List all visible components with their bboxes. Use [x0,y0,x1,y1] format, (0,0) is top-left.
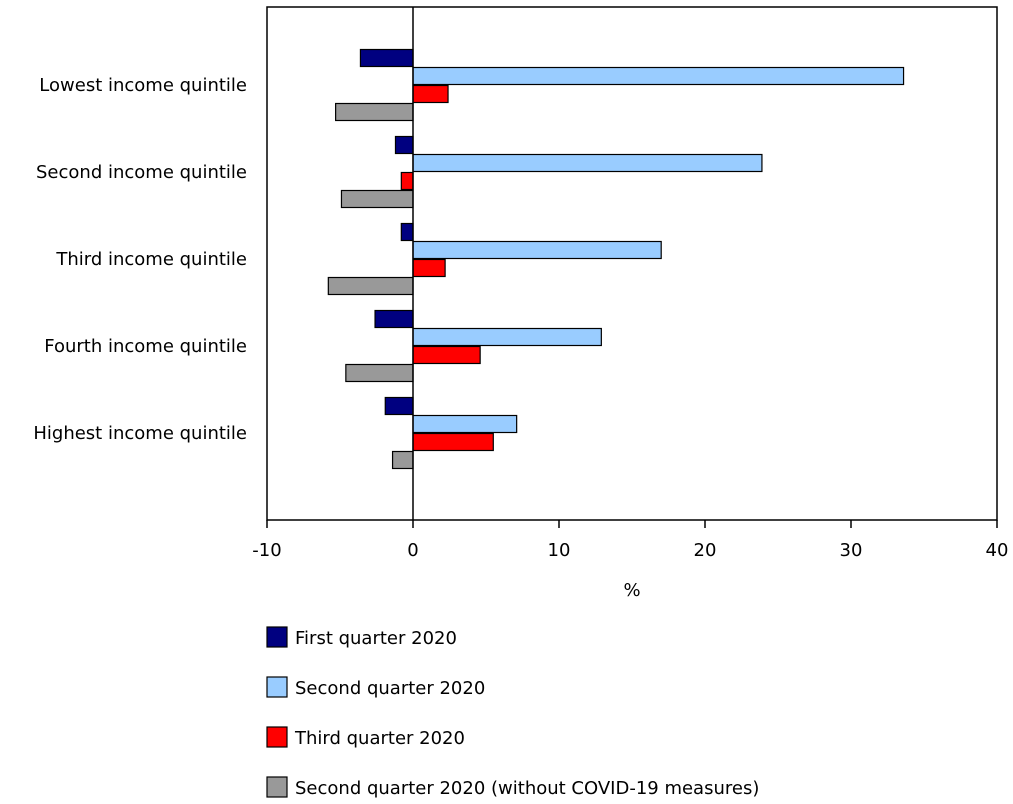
x-axis-label: % [623,580,640,601]
bar [412,84,449,104]
x-tick-label: 20 [694,540,717,561]
bar [394,135,414,155]
bar [400,222,414,242]
x-tick-label: 30 [840,540,863,561]
category-label: Highest income quintile [33,423,247,444]
bar [374,309,414,329]
legend-swatch [266,676,288,698]
legend: First quarter 2020 Second quarter 2020 Thi… [266,626,759,799]
bar [359,48,414,68]
legend-label: Third quarter 2020 [294,728,465,749]
category-label: Lowest income quintile [39,75,247,96]
bar [412,414,518,434]
legend-label: Second quarter 2020 [295,678,485,699]
plot-area [266,6,998,521]
bars [327,48,905,470]
bar [412,258,446,278]
category-label: Second income quintile [36,162,247,183]
bar [391,450,414,470]
x-tick-label: 0 [407,540,418,561]
bar [400,171,414,191]
bar [340,189,414,209]
bar [384,396,414,416]
x-tick-label: 10 [548,540,571,561]
legend-swatch [266,776,288,798]
category-label: Fourth income quintile [44,336,247,357]
bar [345,363,414,383]
bar [412,153,763,173]
bar [335,102,414,122]
bar [412,66,905,86]
category-label: Third income quintile [55,249,247,270]
bar [412,327,602,347]
category-labels: Lowest income quintile Second income quin… [33,75,247,444]
legend-swatch [266,626,288,648]
legend-label: First quarter 2020 [295,628,457,649]
x-tick-label: -10 [252,540,281,561]
legend-label: Second quarter 2020 (without COVID-19 me… [295,778,759,799]
bar [412,345,481,365]
bar [412,240,662,260]
bar [327,276,414,296]
x-tick-label: 40 [986,540,1009,561]
bar [412,432,494,452]
x-axis: -10 0 10 20 30 40 [252,520,1008,561]
legend-swatch [266,726,288,748]
